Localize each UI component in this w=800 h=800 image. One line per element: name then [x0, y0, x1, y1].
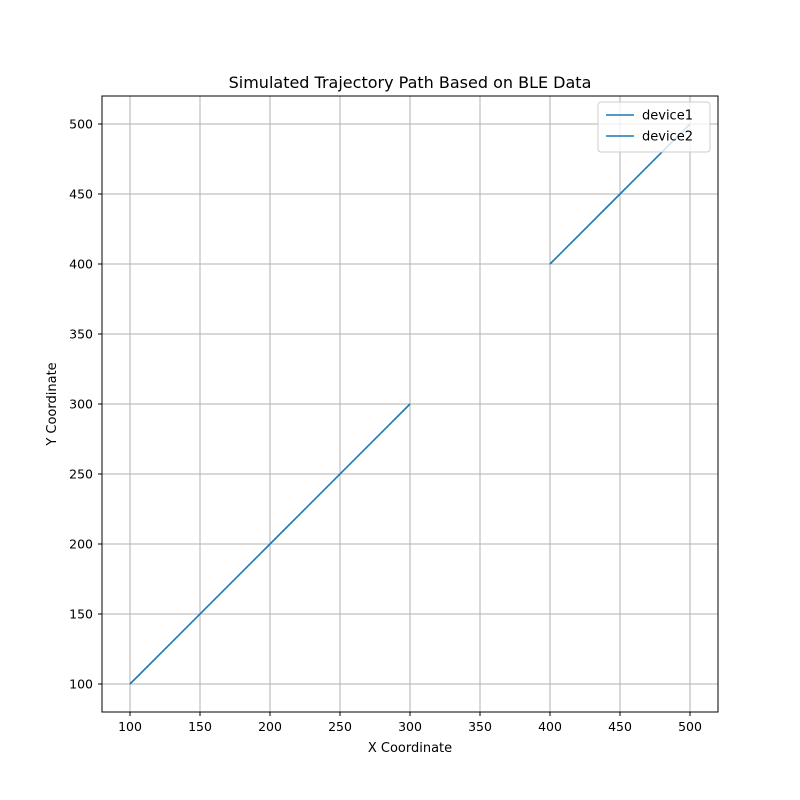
y-tick-label: 200 — [69, 537, 93, 552]
x-ticks-layer: 100 150 200 250 300 350 400 450 500 — [118, 712, 702, 734]
x-axis-label: X Coordinate — [368, 741, 452, 756]
x-tick-label: 300 — [398, 719, 422, 734]
y-axis-label: Y Coordinate — [45, 362, 60, 446]
x-tick-label: 450 — [608, 719, 632, 734]
series-line-device1 — [129, 403, 411, 685]
x-tick-label: 500 — [678, 719, 702, 734]
x-tick-label: 200 — [258, 719, 282, 734]
x-tick-label: 400 — [538, 719, 562, 734]
x-tick-label: 250 — [328, 719, 352, 734]
chart-title: Simulated Trajectory Path Based on BLE D… — [229, 73, 592, 92]
y-tick-label: 450 — [69, 187, 93, 202]
y-tick-label: 250 — [69, 467, 93, 482]
legend-label-device1: device1 — [642, 109, 693, 124]
x-tick-label: 100 — [118, 719, 142, 734]
y-ticks-layer: 100 150 200 250 300 350 400 450 500 — [69, 117, 102, 692]
legend-label-device2: device2 — [642, 130, 693, 145]
y-tick-label: 100 — [69, 677, 93, 692]
y-tick-label: 400 — [69, 257, 93, 272]
y-tick-label: 500 — [69, 117, 93, 132]
y-tick-label: 350 — [69, 327, 93, 342]
y-tick-label: 150 — [69, 607, 93, 622]
x-tick-label: 350 — [468, 719, 492, 734]
y-tick-label: 300 — [69, 397, 93, 412]
x-tick-label: 150 — [188, 719, 212, 734]
legend: device1 device2 — [597, 101, 711, 153]
